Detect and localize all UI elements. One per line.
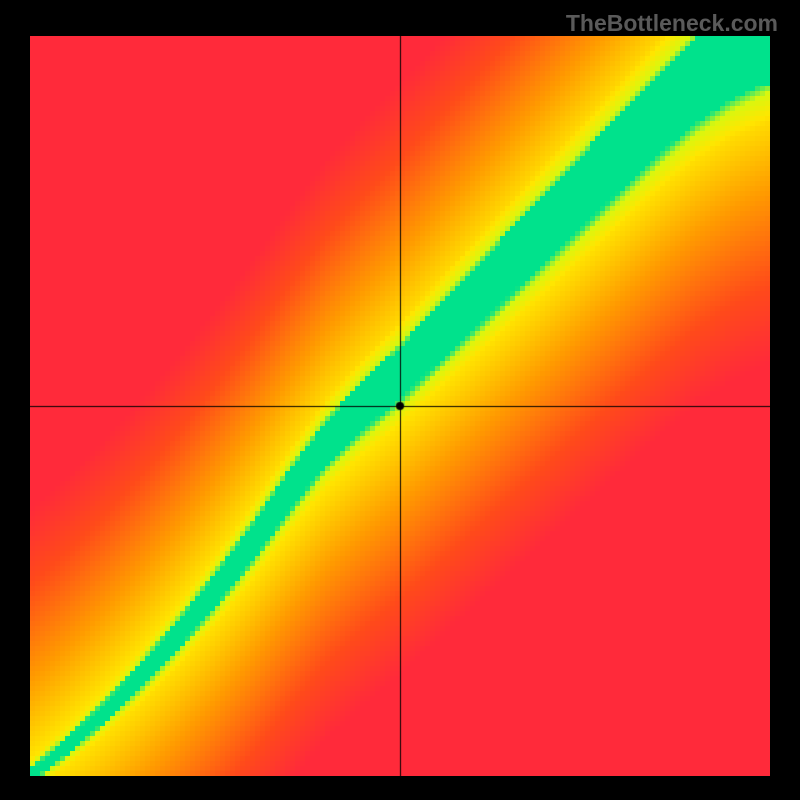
chart-container: TheBottleneck.com bbox=[0, 0, 800, 800]
watermark-text: TheBottleneck.com bbox=[566, 10, 778, 37]
bottleneck-heatmap bbox=[30, 36, 770, 776]
